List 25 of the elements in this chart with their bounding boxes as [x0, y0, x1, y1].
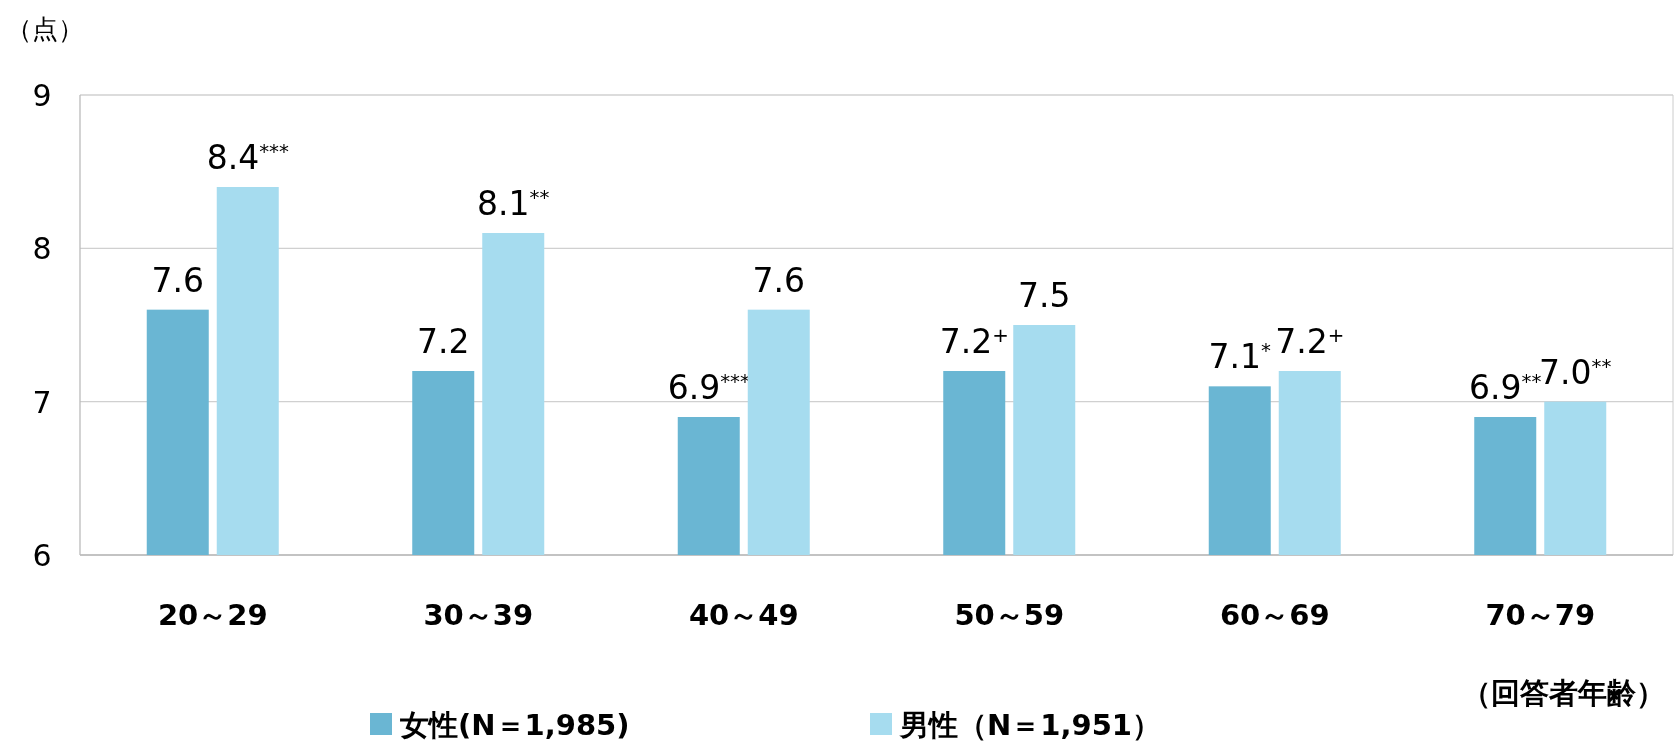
x-tick-label: 20～29: [157, 598, 268, 632]
x-tick-label: 50～59: [954, 598, 1065, 632]
x-tick-label: 60～69: [1219, 598, 1330, 632]
y-axis-title: （点）: [6, 14, 84, 44]
data-label: 6.9$^{***}$: [667, 368, 750, 407]
data-label: 7.6: [151, 260, 204, 300]
data-label: 7.2$^{+}$: [939, 322, 1009, 361]
y-tick-label: 7: [32, 384, 52, 420]
legend-label: 女性(N＝1,985): [399, 708, 630, 742]
x-tick-label: 70～79: [1485, 598, 1596, 632]
data-label: 8.4$^{***}$: [206, 138, 289, 177]
data-label: 7.2$^{+}$: [1275, 322, 1345, 361]
y-tick-label: 8: [32, 231, 52, 267]
y-tick-label: 6: [32, 538, 52, 573]
data-label: 7.5: [1018, 276, 1071, 315]
data-label: 8.1$^{**}$: [477, 184, 550, 223]
y-tick-label: 9: [32, 78, 52, 113]
data-label: 7.2: [417, 322, 470, 361]
data-label: 7.6: [752, 260, 805, 300]
x-tick-label: 40～49: [688, 598, 799, 632]
data-label: 7.1$^{*}$: [1208, 337, 1272, 377]
data-label: 6.9$^{**}$: [1469, 368, 1542, 407]
x-axis-title: （回答者年齢）: [1462, 676, 1665, 710]
x-tick-label: 30～39: [423, 598, 534, 632]
legend-label: 男性（N＝1,951）: [899, 708, 1161, 742]
